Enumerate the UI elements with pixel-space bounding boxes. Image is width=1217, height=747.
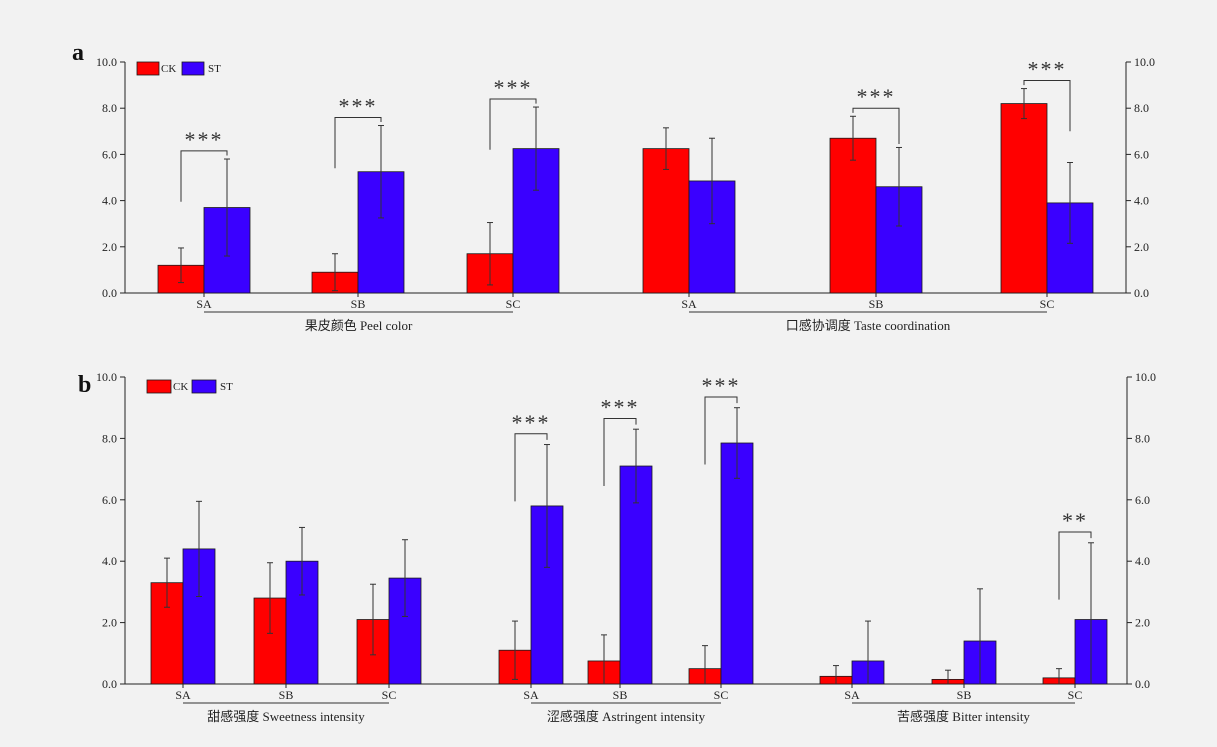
significance-stars: *** xyxy=(494,75,533,100)
y-tick-label-left: 4.0 xyxy=(102,194,117,208)
y-tick-label-left: 8.0 xyxy=(102,101,117,115)
y-tick-label-right: 4.0 xyxy=(1134,194,1149,208)
y-tick-label-right: 10.0 xyxy=(1134,55,1155,69)
category-label: SC xyxy=(1040,297,1055,311)
y-tick-label-right: 8.0 xyxy=(1135,431,1150,445)
panel-letter: a xyxy=(72,40,84,66)
category-label: SB xyxy=(613,688,628,702)
significance-stars: *** xyxy=(857,84,896,109)
group-label: 苦感强度 Bitter intensity xyxy=(897,709,1030,724)
y-tick-label-right: 8.0 xyxy=(1134,101,1149,115)
significance-bracket xyxy=(489,98,537,150)
category-label: SC xyxy=(506,297,521,311)
category-label: SA xyxy=(523,688,539,702)
category-label: SA xyxy=(844,688,860,702)
group-label: 甜感强度 Sweetness intensity xyxy=(207,709,365,724)
category-label: SB xyxy=(351,297,366,311)
legend-swatch-ck xyxy=(146,379,172,394)
category-label: SA xyxy=(196,297,212,311)
group-label: 涩感强度 Astringent intensity xyxy=(547,709,706,724)
y-tick-label-left: 0.0 xyxy=(102,677,117,691)
category-label: SB xyxy=(957,688,972,702)
bar-group: SA SB SC ** 苦感强度 Bitter intensity xyxy=(819,508,1108,724)
group-label: 果皮颜色 Peel color xyxy=(305,318,413,333)
bar-ck xyxy=(642,148,690,294)
significance-stars: ** xyxy=(1062,508,1088,533)
y-tick-label-right: 2.0 xyxy=(1134,240,1149,254)
bar-st xyxy=(720,442,754,685)
legend: CK ST xyxy=(146,379,233,394)
bar-group: SA SB SC 甜感强度 Sweetness intensity xyxy=(150,500,422,724)
bar-group: SA *** SB *** SC *** 果皮颜色 Peel color xyxy=(157,75,560,333)
significance-bracket xyxy=(852,107,900,145)
y-tick-label-right: 2.0 xyxy=(1135,616,1150,630)
legend: CK ST xyxy=(136,61,221,76)
significance-bracket xyxy=(1058,531,1092,600)
y-tick-label-left: 0.0 xyxy=(102,286,117,300)
significance-stars: *** xyxy=(185,127,224,152)
y-tick-label-left: 2.0 xyxy=(102,616,117,630)
category-label: SB xyxy=(869,297,884,311)
y-tick-label-right: 6.0 xyxy=(1135,493,1150,507)
group-label: 口感协调度 Taste coordination xyxy=(786,318,951,333)
category-label: SC xyxy=(1068,688,1083,702)
significance-bracket xyxy=(1023,79,1071,132)
bar-ck xyxy=(829,137,877,294)
y-tick-label-left: 6.0 xyxy=(102,493,117,507)
significance-stars: *** xyxy=(702,373,741,398)
category-label: SB xyxy=(279,688,294,702)
y-tick-label-right: 4.0 xyxy=(1135,554,1150,568)
y-tick-label-left: 8.0 xyxy=(102,431,117,445)
legend-label-ck: CK xyxy=(173,381,188,393)
panel-letter: b xyxy=(78,372,91,398)
y-tick-label-right: 10.0 xyxy=(1135,370,1156,384)
significance-stars: *** xyxy=(339,93,378,118)
bar-ck xyxy=(1000,103,1048,294)
bar-group: SA *** SB *** SC *** 涩感强度 Astringent intensity xyxy=(498,373,754,724)
legend-label-st: ST xyxy=(220,381,233,393)
y-tick-label-left: 4.0 xyxy=(102,554,117,568)
significance-bracket xyxy=(334,116,382,169)
legend-swatch-st xyxy=(181,61,205,76)
legend-swatch-ck xyxy=(136,61,160,76)
significance-stars: *** xyxy=(601,394,640,419)
significance-bracket xyxy=(704,396,738,465)
y-tick-label-left: 10.0 xyxy=(96,55,117,69)
bar-group: SA SB *** SC *** 口感协调度 Taste coordination xyxy=(642,56,1094,333)
category-label: SC xyxy=(382,688,397,702)
panel-a: 0.0 0.0 2.0 2.0 4.0 4.0 6.0 6.0 8.0 8.0 10.0 10.0 a C… xyxy=(72,40,1155,333)
legend-label-st: ST xyxy=(208,63,221,75)
y-tick-label-right: 6.0 xyxy=(1134,147,1149,161)
significance-bracket xyxy=(180,150,228,202)
panel-b: 0.0 0.0 2.0 2.0 4.0 4.0 6.0 6.0 8.0 8.0 10.0 10.0 b C… xyxy=(78,370,1156,724)
y-tick-label-right: 0.0 xyxy=(1135,677,1150,691)
legend-swatch-st xyxy=(191,379,217,394)
y-tick-label-left: 6.0 xyxy=(102,147,117,161)
y-tick-label-right: 0.0 xyxy=(1134,286,1149,300)
y-tick-label-left: 2.0 xyxy=(102,240,117,254)
significance-stars: *** xyxy=(1028,56,1067,81)
category-label: SC xyxy=(714,688,729,702)
significance-stars: *** xyxy=(512,410,551,435)
y-tick-label-left: 10.0 xyxy=(96,370,117,384)
significance-bracket xyxy=(514,433,548,502)
category-label: SA xyxy=(681,297,697,311)
legend-label-ck: CK xyxy=(161,63,176,75)
category-label: SA xyxy=(175,688,191,702)
significance-bracket xyxy=(603,417,637,486)
